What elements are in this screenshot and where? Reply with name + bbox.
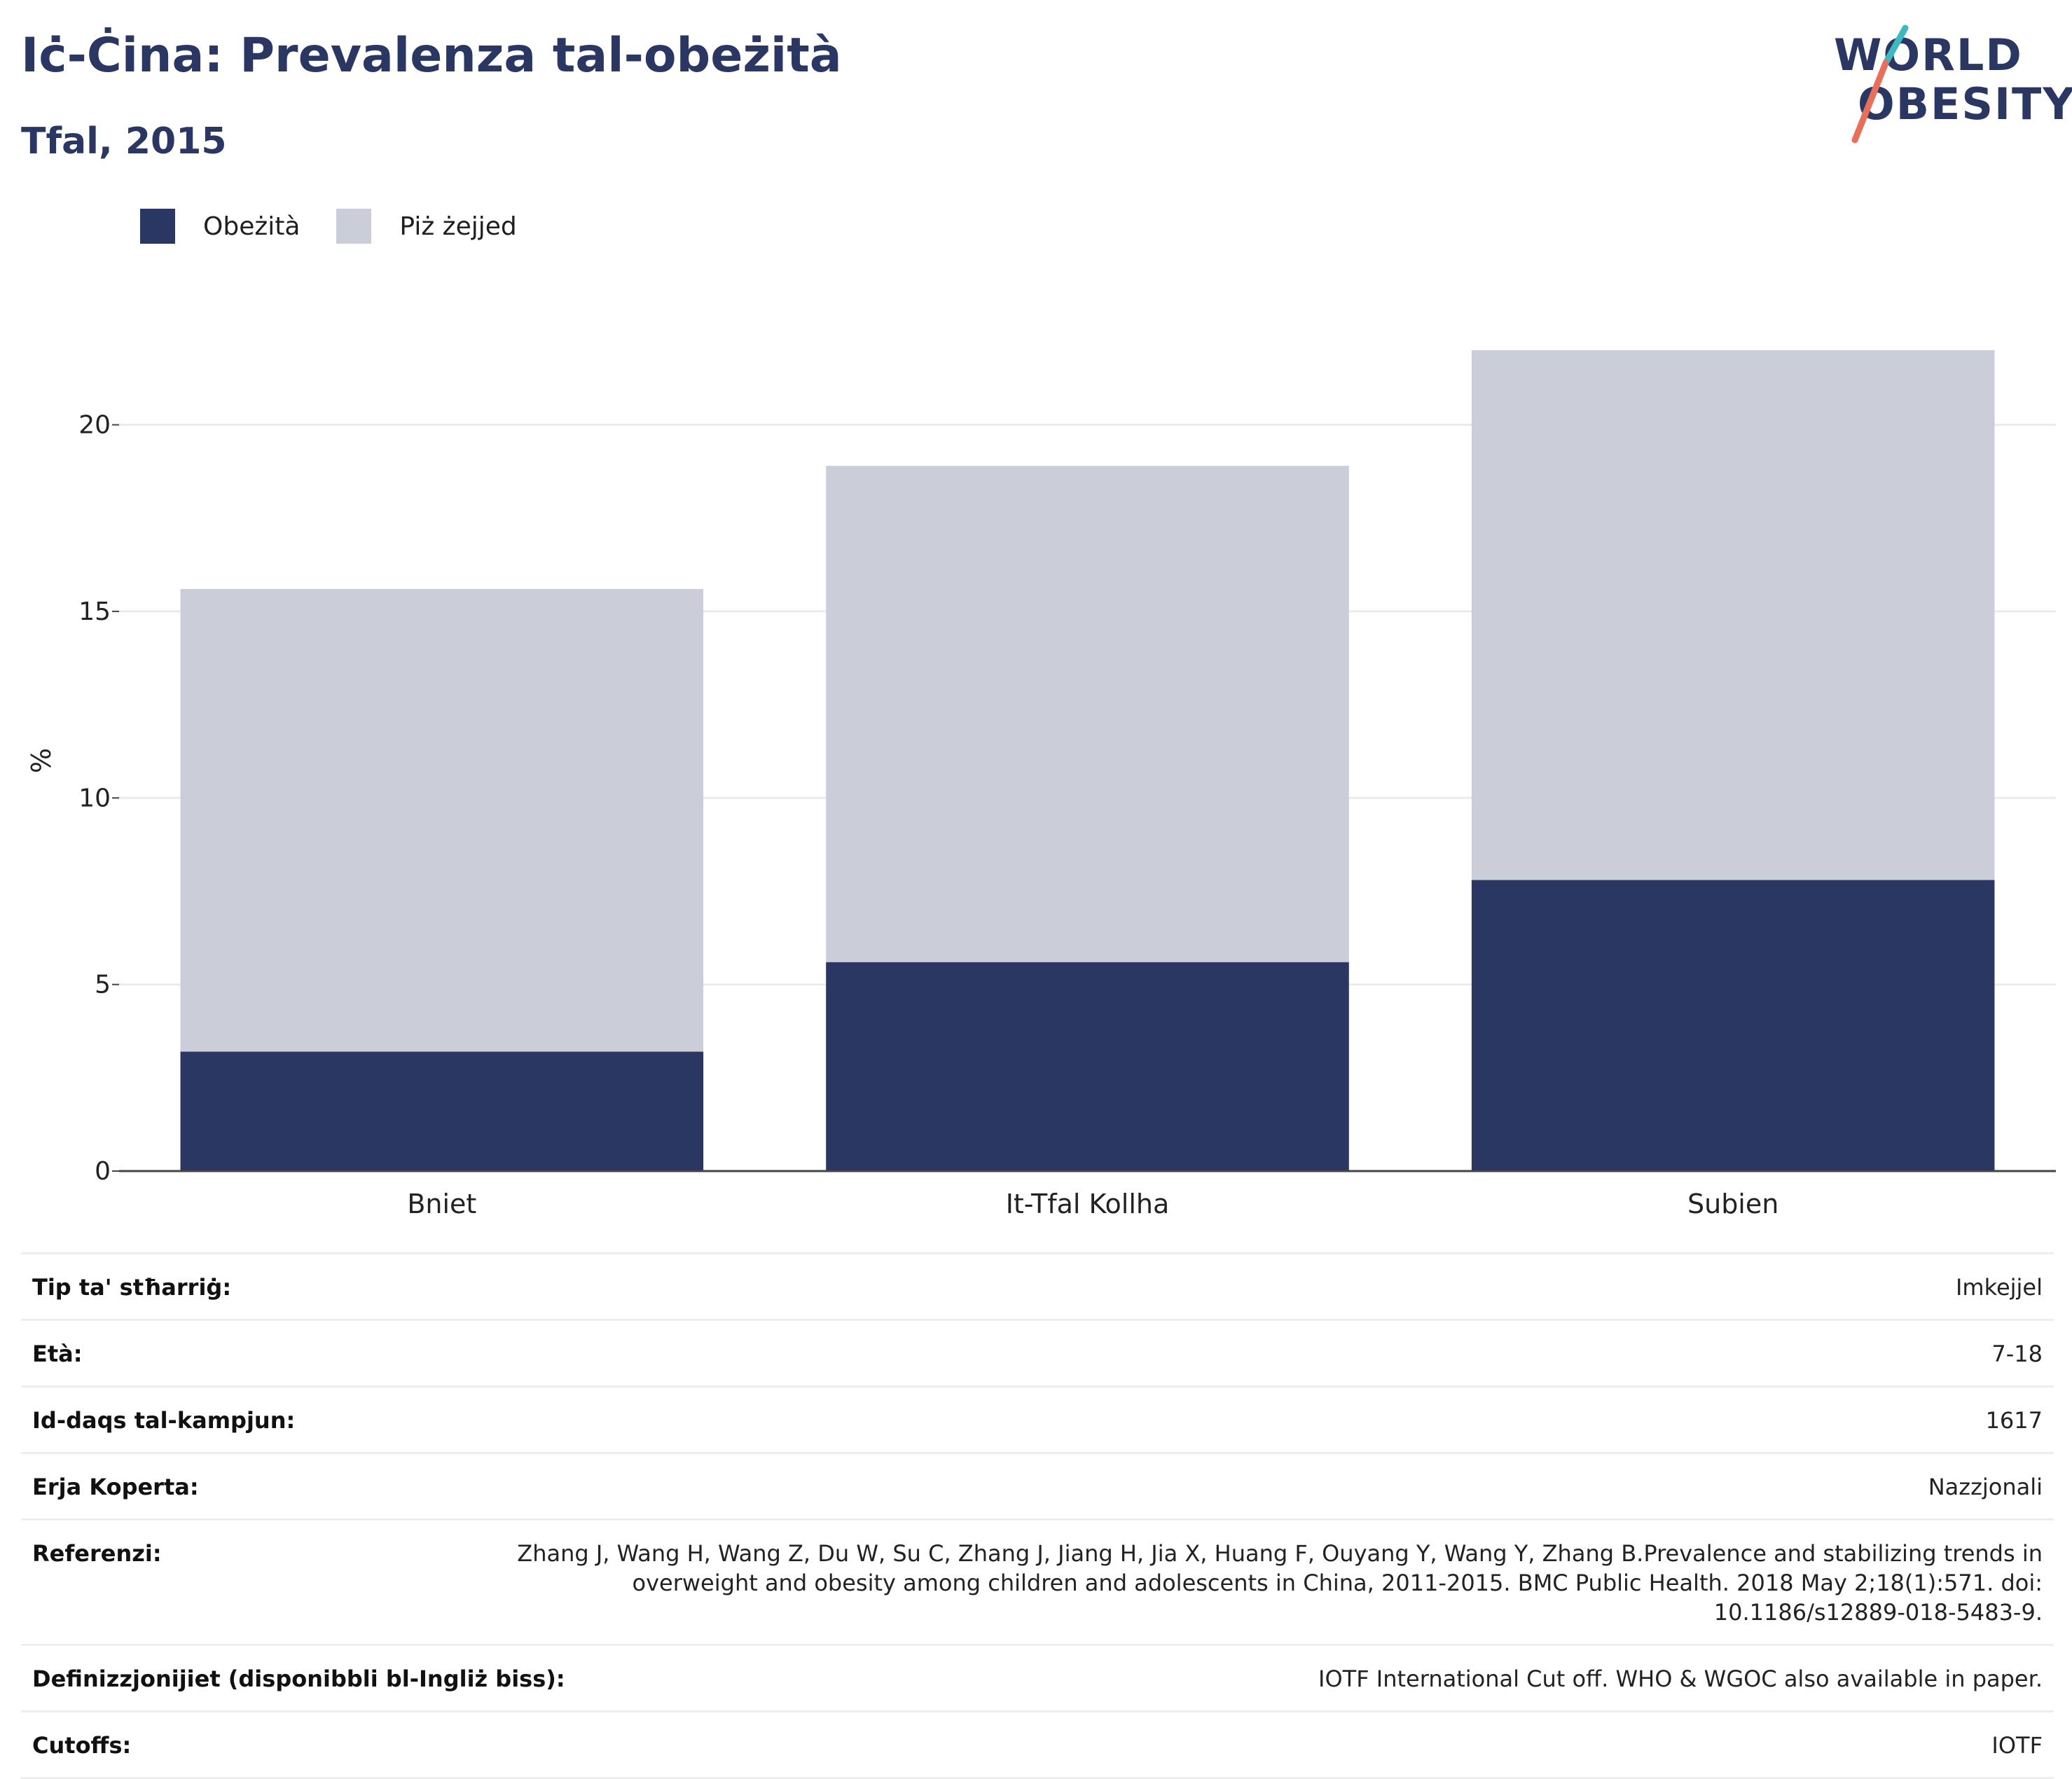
x-tick-label: Subien: [1687, 1189, 1779, 1219]
y-tick-label: 20: [78, 411, 111, 440]
chart-legend: Obeżità Piż żejjed: [140, 209, 553, 244]
meta-value: IOTF International Cut off. WHO & WGOC a…: [1318, 1666, 2043, 1692]
meta-label: Id-daqs tal-kampjun:: [32, 1407, 296, 1434]
meta-value: IOTF: [1991, 1732, 2043, 1759]
y-tick-label: 10: [78, 784, 111, 812]
meta-label: Definizzjonijiet (disponibbli bl-Ingliż …: [32, 1666, 565, 1692]
meta-label: Erja Koperta:: [32, 1474, 199, 1500]
page-title: Iċ-Ċina: Prevalenza tal-obeżità: [21, 28, 842, 83]
meta-row-survey-type: Tip ta' stħarriġ: Imkejjel: [21, 1252, 2054, 1319]
meta-value: 7-18: [1991, 1341, 2043, 1367]
logo-slash-icon: [1851, 25, 1909, 144]
x-tick-label: Bniet: [407, 1189, 476, 1219]
bar-obesity: [180, 1051, 704, 1171]
meta-label: Tip ta' stħarriġ:: [32, 1274, 232, 1301]
meta-row-area: Erja Koperta: Nazzjonali: [21, 1452, 2054, 1518]
meta-label: Referenzi:: [32, 1540, 162, 1567]
meta-value: 1617: [1985, 1407, 2043, 1434]
logo-line-2: OBESITY: [1858, 78, 2072, 130]
meta-row-references: Referenzi: Zhang J, Wang H, Wang Z, Du W…: [21, 1518, 2054, 1644]
bar-overweight: [180, 588, 704, 1052]
legend-label-obesity: Obeżità: [203, 212, 301, 241]
y-axis-label: %: [26, 748, 57, 773]
page-subtitle: Tfal, 2015: [21, 120, 227, 162]
meta-value: Imkejjel: [1955, 1274, 2043, 1301]
y-tick-label: 0: [95, 1157, 111, 1186]
legend-label-overweight: Piż żejjed: [399, 212, 517, 241]
legend-swatch-obesity: [140, 209, 175, 244]
meta-row-definitions: Definizzjonijiet (disponibbli bl-Ingliż …: [21, 1644, 2054, 1710]
bar-overweight: [826, 466, 1349, 962]
world-obesity-logo: WORLD OBESITY: [1821, 21, 2072, 147]
legend-item-overweight: Piż żejjed: [336, 209, 517, 244]
bar-obesity: [1471, 880, 1995, 1171]
meta-label: Cutoffs:: [32, 1732, 132, 1759]
legend-swatch-overweight: [336, 209, 372, 244]
meta-value: Nazzjonali: [1928, 1474, 2043, 1500]
meta-row-cutoffs: Cutoffs: IOTF: [21, 1710, 2054, 1779]
bar-overweight: [1471, 350, 1995, 880]
meta-value: Zhang J, Wang H, Wang Z, Du W, Su C, Zha…: [517, 1540, 2043, 1626]
x-tick-label: It-Tfal Kollha: [1006, 1189, 1170, 1219]
meta-row-sample-size: Id-daqs tal-kampjun: 1617: [21, 1385, 2054, 1452]
y-tick-label: 15: [78, 597, 111, 626]
bar-obesity: [826, 962, 1349, 1171]
survey-metadata-table: Tip ta' stħarriġ: Imkejjel Età: 7-18 Id-…: [21, 1252, 2054, 1779]
logo-line-1: WORLD: [1834, 29, 2023, 81]
meta-row-age: Età: 7-18: [21, 1319, 2054, 1385]
meta-label: Età:: [32, 1341, 83, 1367]
stacked-bar-chart: 0 5 10 15 20% Bniet It-Tfal Kollha Subien: [26, 350, 2056, 1219]
y-tick-label: 5: [95, 971, 111, 999]
legend-item-obesity: Obeżità: [140, 209, 300, 244]
